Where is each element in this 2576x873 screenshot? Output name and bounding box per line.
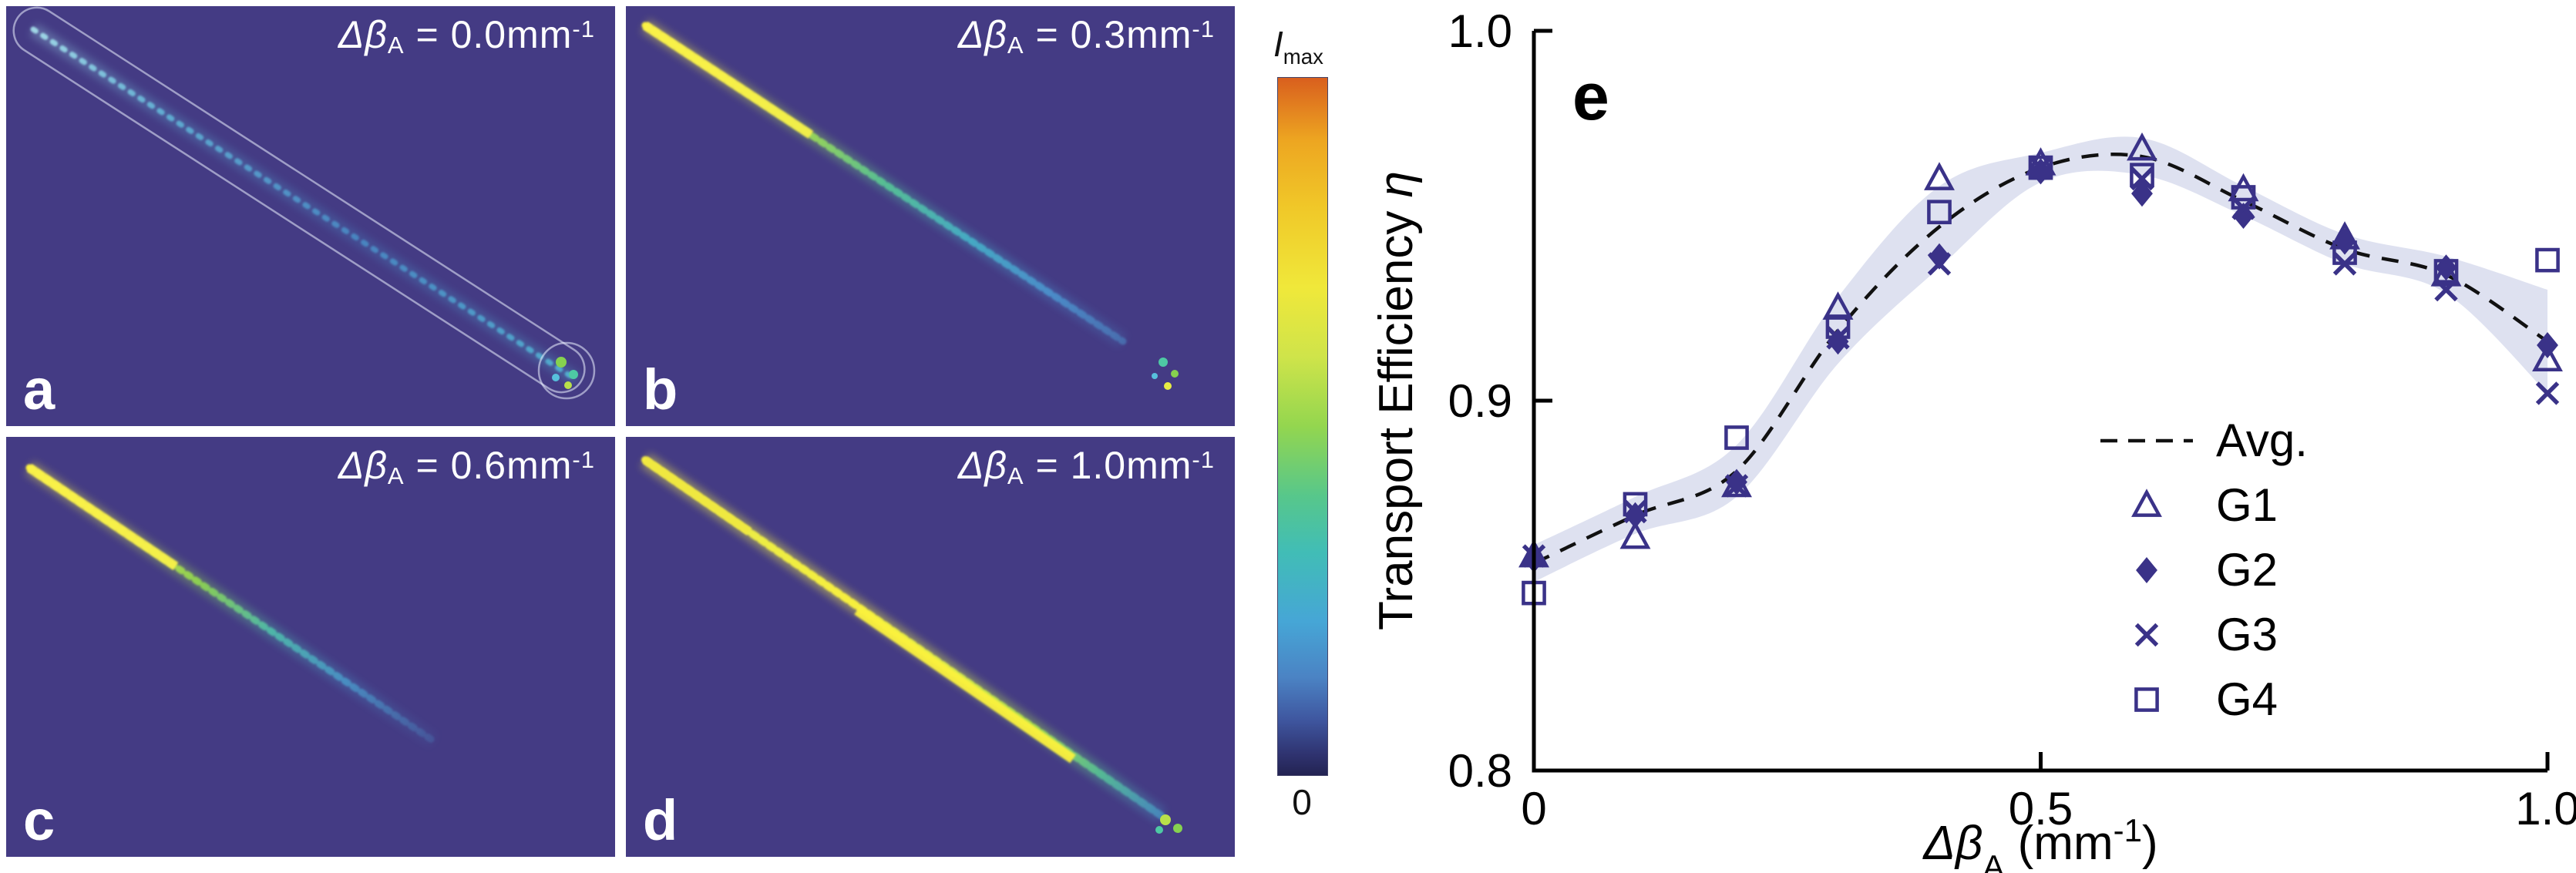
equals: = (404, 13, 451, 56)
series-G4 (1522, 155, 2560, 606)
superscript: -1 (1192, 446, 1215, 474)
legend: Avg. G1 G2 G3 G4 (2100, 415, 2308, 725)
equals: = (1024, 444, 1071, 487)
unit: mm (1126, 444, 1192, 487)
subscript-A: A (387, 31, 405, 59)
panel-b: ΔβA = 0.3mm-1 b (626, 6, 1235, 426)
panel-e-letter: e (1572, 60, 1609, 134)
superscript: -1 (572, 446, 595, 474)
colorbar (1277, 77, 1328, 776)
beam-image-a (12, 6, 596, 400)
intensity-symbol: I (1273, 24, 1283, 64)
x-tick-label: 1.0 (2515, 783, 2576, 834)
legend-label: G4 (2216, 673, 2278, 725)
x-axis-label: ΔβA (mm-1) (1922, 812, 2157, 873)
delta-beta-symbol: Δβ (957, 444, 1007, 487)
panel-c-annotation: ΔβA = 0.6mm-1 (338, 443, 595, 490)
beam-image-c (25, 461, 439, 748)
detuning-value: 0.3 (1070, 13, 1127, 56)
legend-label: G2 (2216, 544, 2278, 596)
panel-b-annotation: ΔβA = 0.3mm-1 (958, 12, 1215, 59)
y-axis-label: Transport Efficiency η (1370, 171, 1423, 630)
beam-image-b (641, 18, 1179, 390)
unit: mm (1126, 13, 1192, 56)
legend-label: Avg. (2216, 415, 2308, 466)
max-subscript: max (1283, 45, 1323, 69)
delta-beta-symbol: Δβ (957, 13, 1007, 56)
equals: = (404, 444, 451, 487)
panel-b-letter: b (643, 358, 678, 421)
panel-c: ΔβA = 0.6mm-1 c (6, 437, 615, 857)
subscript-A: A (1007, 462, 1024, 489)
colorbar-max-label: Imax (1273, 23, 1323, 69)
axes (1532, 31, 2547, 773)
y-tick-label: 0.8 (1448, 745, 1512, 797)
confidence-band (1534, 136, 2547, 583)
avg-line (1533, 153, 2549, 566)
delta-beta-symbol: Δβ (338, 13, 388, 56)
legend-label: G1 (2216, 479, 2278, 531)
subscript-A: A (387, 462, 405, 489)
panel-d-annotation: ΔβA = 1.0mm-1 (958, 443, 1215, 490)
detuning-value: 0.0 (450, 13, 507, 56)
beam-image-d (640, 452, 1182, 834)
detuning-value: 1.0 (1070, 444, 1127, 487)
y-tick-label: 1.0 (1448, 5, 1512, 57)
panel-d-letter: d (643, 788, 678, 852)
detuning-value: 0.6 (450, 444, 507, 487)
x-tick-label: 0.5 (2009, 783, 2073, 834)
transport-efficiency-chart: 0 0.5 1.0 0.8 0.9 1.0 ΔβA (mm-1) Transport Effi… (1370, 5, 2576, 873)
superscript: -1 (572, 15, 595, 43)
x-tick-label: 0 (1521, 783, 1546, 834)
subscript-A: A (1007, 31, 1024, 59)
equals: = (1024, 13, 1071, 56)
panel-a-letter: a (23, 358, 55, 421)
panel-a: ΔβA = 0.0mm-1 a (6, 6, 615, 426)
panel-c-letter: c (23, 788, 55, 852)
colorbar-min-label: 0 (1292, 782, 1312, 822)
delta-beta-symbol: Δβ (338, 444, 388, 487)
y-tick-label: 0.9 (1448, 375, 1512, 427)
superscript: -1 (1192, 15, 1215, 43)
panel-a-annotation: ΔβA = 0.0mm-1 (338, 12, 595, 59)
unit: mm (506, 13, 573, 56)
panel-d: ΔβA = 1.0mm-1 d (626, 437, 1235, 857)
unit: mm (506, 444, 573, 487)
legend-label: G3 (2216, 609, 2278, 660)
